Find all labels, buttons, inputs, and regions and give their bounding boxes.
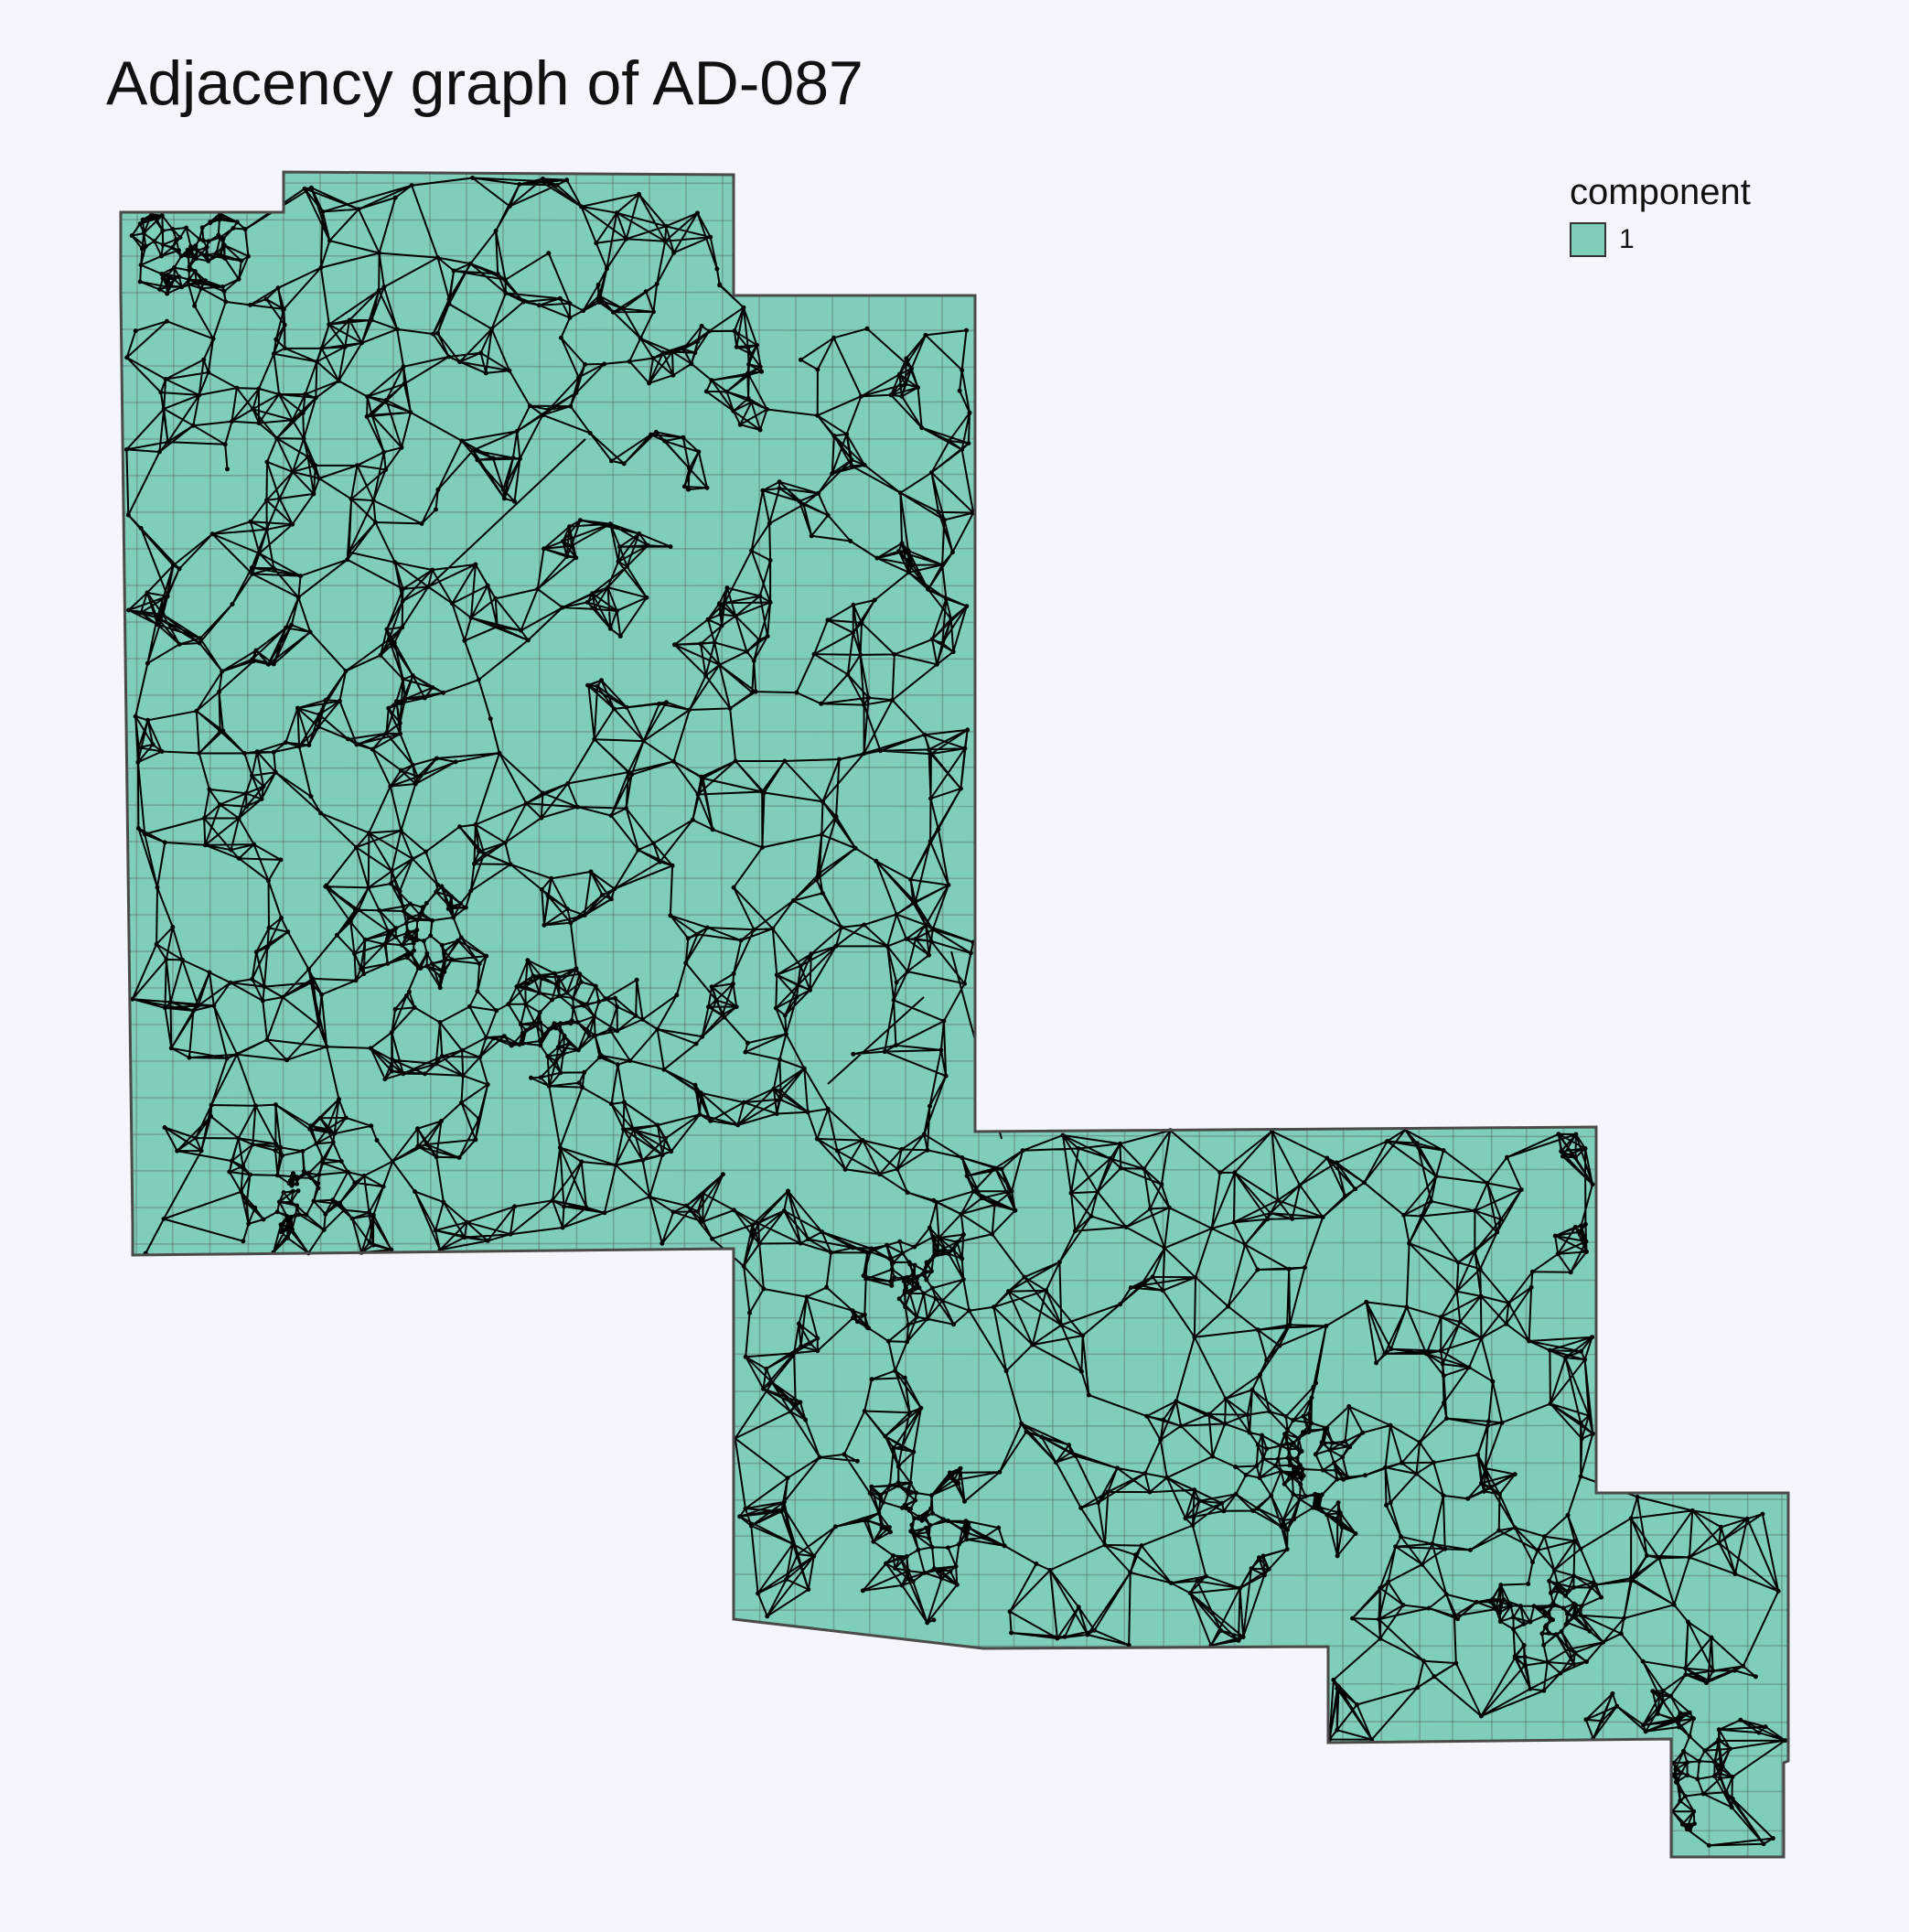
precinct-boundary <box>1490 172 1493 1857</box>
precinct-boundary <box>121 291 1788 294</box>
adjacency-edges <box>125 177 1786 1847</box>
precinct-boundary <box>121 182 1788 185</box>
precinct-boundary <box>1746 172 1749 1857</box>
precinct-boundary <box>209 172 211 1857</box>
precinct-boundary <box>868 172 871 1857</box>
legend-item: 1 <box>1570 222 1751 257</box>
precinct-boundary <box>121 1353 1788 1356</box>
adjacency-edge-set <box>125 177 1786 1847</box>
precinct-boundary <box>941 172 945 1857</box>
precinct-boundary <box>1123 172 1126 1857</box>
precinct-boundary <box>121 1133 1788 1138</box>
precinct-boundary <box>121 1498 1788 1501</box>
precinct-boundary <box>282 172 284 1857</box>
precinct-boundary <box>121 621 1788 624</box>
precinct-boundary <box>121 658 1788 660</box>
precinct-boundary <box>794 172 797 1857</box>
precinct-boundary <box>121 585 1788 587</box>
legend: component 1 <box>1570 172 1751 257</box>
precinct-boundary <box>1562 172 1565 1857</box>
precinct-boundary <box>121 1790 1788 1794</box>
map-title: Adjacency graph of AD-087 <box>106 48 863 118</box>
precinct-boundary <box>121 1097 1788 1100</box>
precinct-boundary <box>121 1462 1788 1465</box>
map-region <box>121 172 1788 1857</box>
map-region-outline <box>119 170 1790 1859</box>
precinct-boundary <box>121 1755 1788 1757</box>
legend-label: 1 <box>1619 224 1635 254</box>
legend-title: component <box>1570 172 1751 212</box>
legend-swatch <box>1570 222 1606 257</box>
precinct-boundary <box>758 172 761 1857</box>
